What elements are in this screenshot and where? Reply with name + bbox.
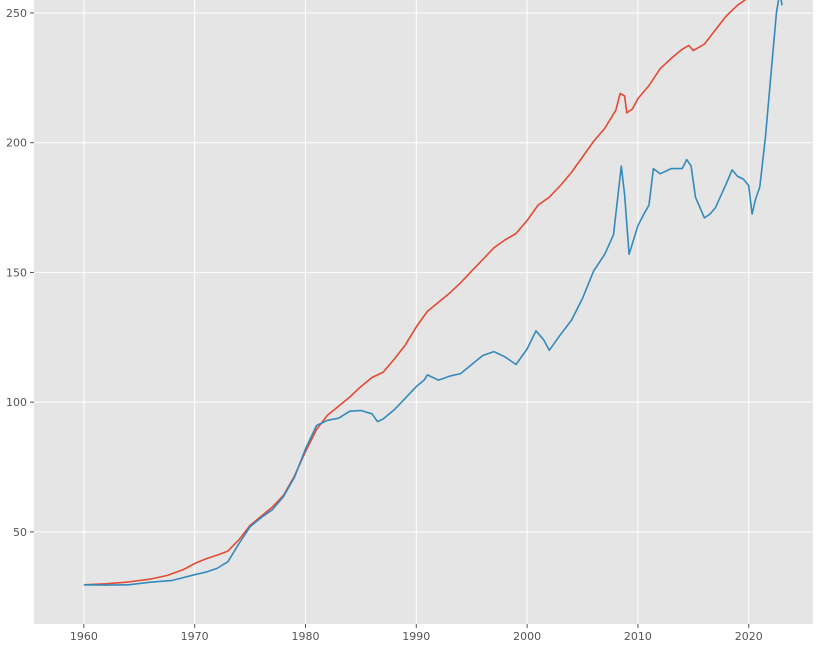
y-axis: 50 100 150 200 250 (6, 7, 34, 539)
series-line-1 (83, 0, 747, 586)
x-tick-label: 2020 (735, 630, 763, 643)
x-tick-label: 2010 (624, 630, 652, 643)
plot-area (34, 0, 813, 624)
y-tick-label: 50 (13, 526, 27, 539)
series-line-2 (83, 0, 783, 586)
x-tick-label: 1990 (402, 630, 430, 643)
x-axis: 1960 1970 1980 1990 2000 2010 2020 (70, 624, 763, 643)
y-tick-label: 250 (6, 7, 27, 20)
x-tick-label: 1980 (291, 630, 319, 643)
y-tick-label: 100 (6, 396, 27, 409)
series-layer (83, 0, 783, 586)
grid (34, 0, 813, 624)
x-tick-label: 1960 (70, 630, 98, 643)
x-tick-label: 2000 (513, 630, 541, 643)
y-tick-label: 200 (6, 137, 27, 150)
x-tick-label: 1970 (181, 630, 209, 643)
y-tick-label: 150 (6, 266, 27, 279)
